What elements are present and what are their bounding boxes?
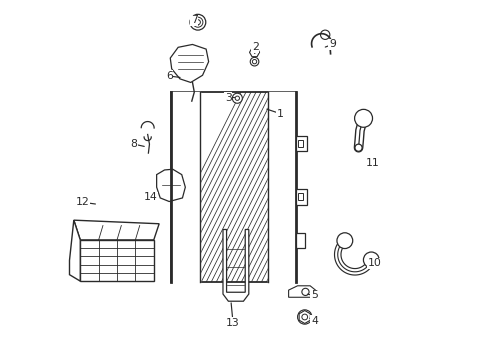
Circle shape [252,59,256,64]
Circle shape [235,96,239,100]
FancyBboxPatch shape [296,136,306,151]
Circle shape [354,144,362,151]
Circle shape [301,314,307,320]
Circle shape [363,252,378,268]
FancyBboxPatch shape [296,189,306,204]
Polygon shape [299,311,310,323]
FancyBboxPatch shape [298,193,303,200]
Text: 8: 8 [130,139,137,149]
Circle shape [232,93,242,103]
Text: 12: 12 [75,197,89,207]
Circle shape [190,14,205,30]
Text: 5: 5 [310,291,317,301]
Polygon shape [69,220,80,281]
Circle shape [195,20,200,25]
Bar [171,92,296,282]
Circle shape [250,57,258,66]
Polygon shape [170,44,208,82]
Text: 6: 6 [165,71,172,81]
Polygon shape [80,240,153,281]
Text: 9: 9 [328,40,335,49]
FancyBboxPatch shape [296,233,305,248]
Text: 10: 10 [366,258,381,268]
Text: 14: 14 [143,192,157,202]
Circle shape [354,109,372,127]
Circle shape [336,233,352,248]
FancyBboxPatch shape [298,140,303,147]
Circle shape [192,17,203,27]
Circle shape [301,288,308,296]
Text: 4: 4 [310,316,317,325]
Text: 1: 1 [276,109,283,119]
Bar [171,92,296,282]
Polygon shape [223,229,248,301]
Polygon shape [156,169,185,202]
Text: 13: 13 [225,318,240,328]
Text: 2: 2 [251,42,258,52]
Circle shape [320,30,329,40]
Text: 3: 3 [224,93,231,103]
Text: 7: 7 [190,15,197,26]
Polygon shape [74,220,159,240]
Text: 11: 11 [365,158,379,168]
Polygon shape [288,286,315,297]
Polygon shape [249,48,259,57]
